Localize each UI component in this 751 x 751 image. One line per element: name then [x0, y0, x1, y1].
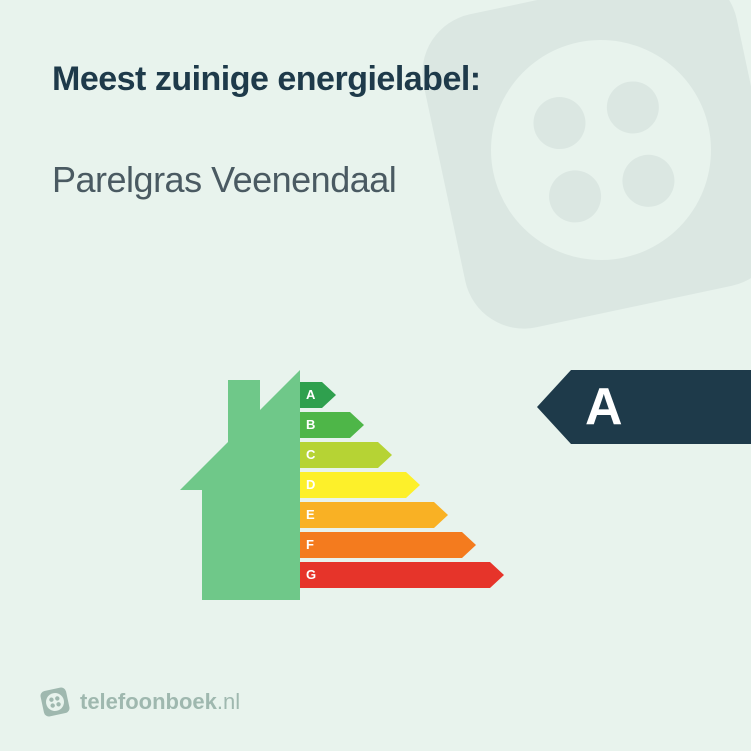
energy-bar-label: A [306, 382, 315, 408]
header-block: Meest zuinige energielabel: Parelgras Ve… [0, 0, 751, 201]
result-badge-arrow [537, 370, 571, 444]
result-letter: A [585, 377, 623, 437]
energy-bar-label: G [306, 562, 316, 588]
energy-bar-label: E [306, 502, 315, 528]
house-icon [150, 370, 300, 600]
energy-bar-label: D [306, 472, 315, 498]
page-title: Meest zuinige energielabel: [52, 60, 699, 99]
footer-brand: telefoonboek.nl [80, 689, 240, 715]
footer: telefoonboek.nl [40, 687, 240, 717]
result-badge-body: A [571, 370, 751, 444]
energy-bar-label: B [306, 412, 315, 438]
footer-brand-name: telefoonboek [80, 689, 217, 714]
result-badge: A [537, 370, 751, 444]
footer-logo-icon [40, 687, 70, 717]
footer-brand-tld: .nl [217, 689, 240, 714]
energy-label-chart: ABCDEFG A [0, 350, 751, 630]
energy-bar-label: C [306, 442, 315, 468]
location-name: Parelgras Veenendaal [52, 159, 699, 201]
energy-bar-label: F [306, 532, 314, 558]
